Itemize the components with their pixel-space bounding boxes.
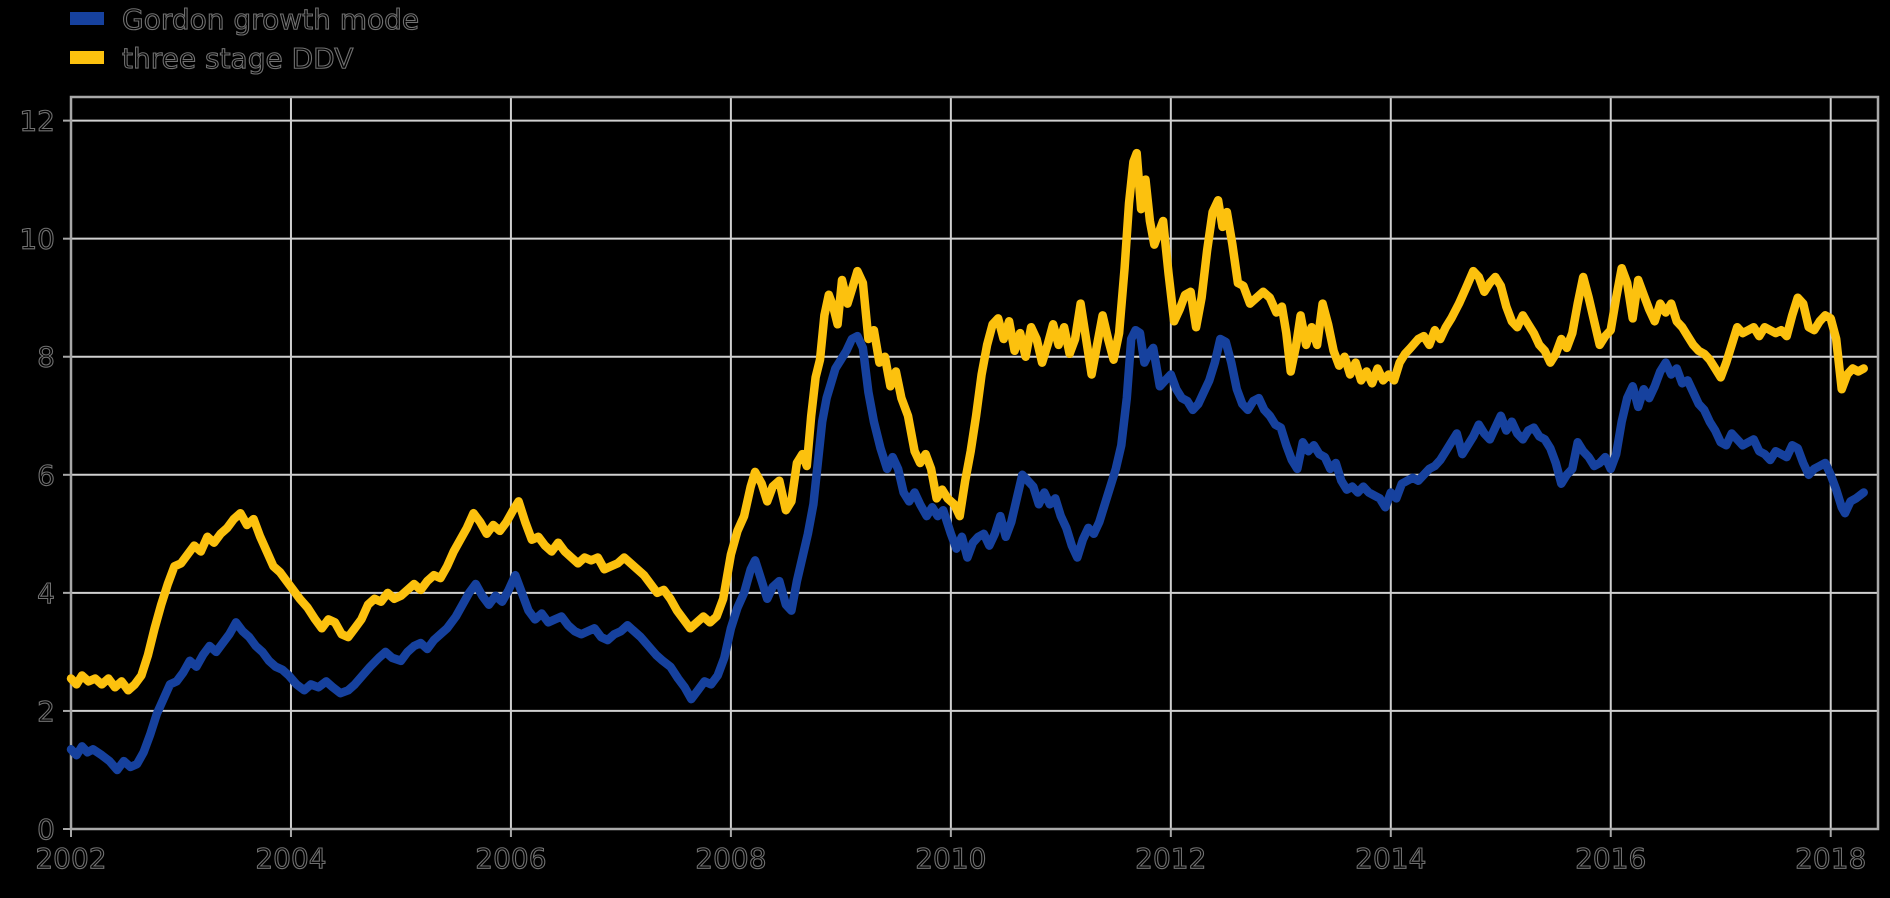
y-tick-label: 12 — [19, 105, 55, 138]
legend: Gordon growth mode three stage DDV — [70, 2, 420, 76]
y-tick-label: 4 — [37, 577, 55, 610]
x-tick-label: 2018 — [1795, 842, 1866, 875]
legend-swatch-three-stage — [70, 51, 104, 64]
x-tick-label: 2008 — [695, 842, 766, 875]
series-line-three-stage — [66, 148, 1868, 695]
x-tick-label: 2004 — [255, 842, 326, 875]
x-tick-label: 2002 — [35, 842, 106, 875]
x-tick-label: 2012 — [1135, 842, 1206, 875]
legend-swatch-gordon-growth — [70, 12, 104, 25]
y-tick-label: 10 — [19, 223, 55, 256]
x-tick-label: 2010 — [915, 842, 986, 875]
series-lines — [66, 148, 1868, 775]
x-tick-label: 2006 — [475, 842, 546, 875]
legend-label-three-stage: three stage DDV — [122, 42, 353, 75]
x-tick-label: 2016 — [1575, 842, 1646, 875]
x-tick-label: 2014 — [1355, 842, 1426, 875]
series-line-gordon-growth — [66, 325, 1868, 775]
y-tick-label: 6 — [37, 459, 55, 492]
axis-ticks: 2002 2004 2006 2008 2010 2012 2014 2016 2018 0 2 4 6… — [19, 104, 1867, 875]
plot-border — [69, 95, 1880, 831]
legend-label-gordon-growth: Gordon growth mode — [122, 3, 419, 36]
y-tick-label: 0 — [37, 813, 55, 846]
axes-spines — [69, 95, 1880, 831]
y-tick-label: 8 — [37, 341, 55, 374]
y-tick-label: 2 — [37, 695, 55, 728]
